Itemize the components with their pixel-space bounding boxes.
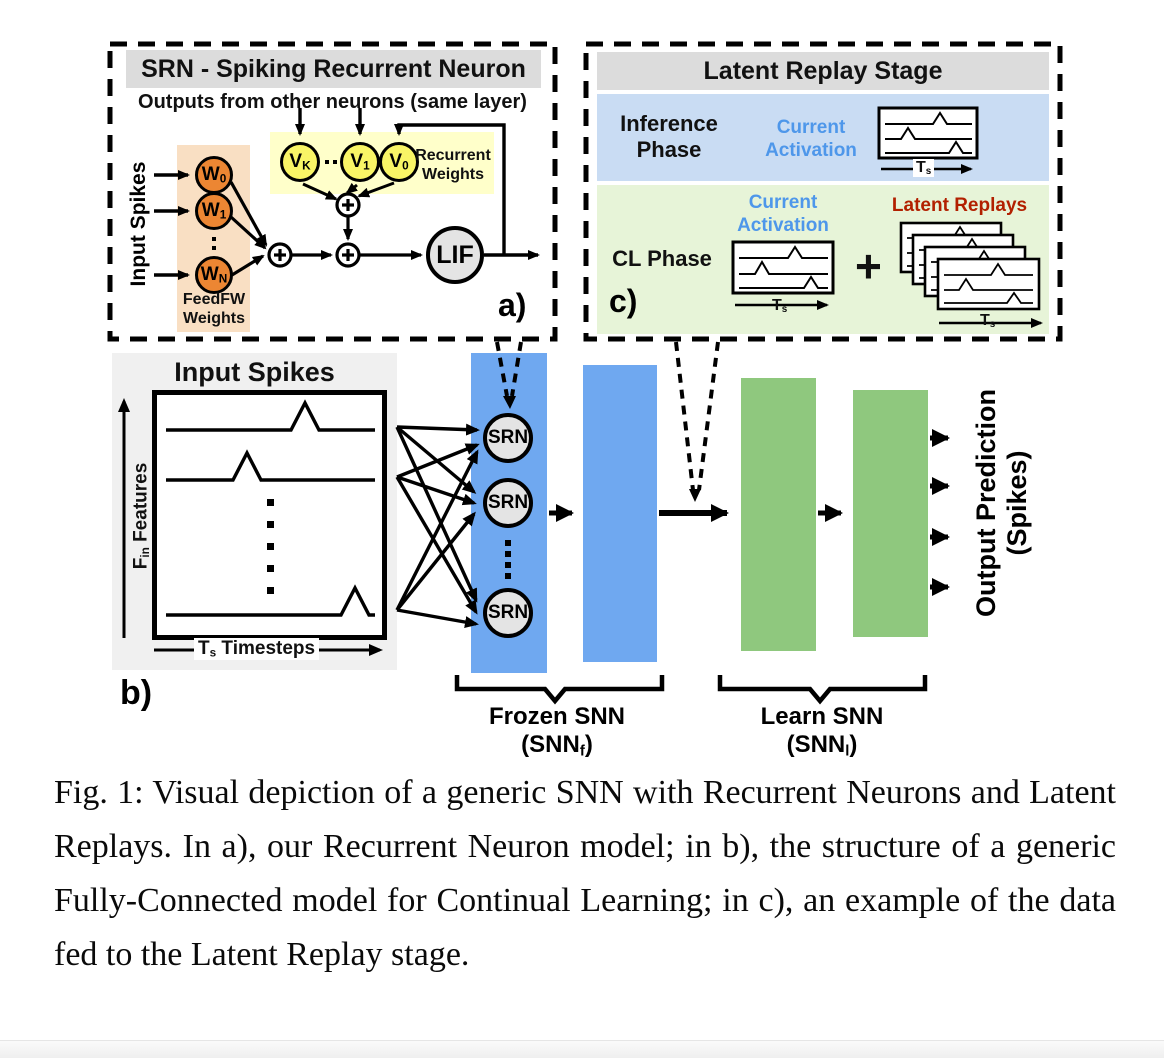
input-spikes-axis-label: Input Spikes	[127, 161, 150, 287]
learn-brace-icon	[717, 675, 928, 705]
x-axis-label: Ts Timesteps	[194, 638, 320, 660]
vertical-dots	[505, 573, 511, 579]
output-prediction-label: Output Prediction (Spikes)	[971, 389, 1032, 617]
panel-c-pointer-dashed	[674, 341, 720, 491]
spike-traces	[166, 399, 375, 617]
recurrent-node-v1: V1	[340, 142, 380, 182]
weight-node-wn: WN	[195, 256, 233, 294]
inference-phase-row: Inference Phase Current Activation Ts	[597, 94, 1049, 181]
feedfw-weights-label: FeedFW Weights	[182, 291, 246, 327]
recurrent-weights-label: Recurrent Weights	[415, 147, 491, 183]
learn-snn-label: Learn SNN (SNNl)	[760, 703, 884, 760]
vertical-dots	[212, 246, 216, 250]
learn-layer-1	[741, 378, 816, 651]
vertical-dots	[505, 551, 511, 557]
recurrent-node-vk: VK	[280, 142, 320, 182]
panel-c-pointer-head	[689, 489, 701, 502]
y-axis-label: Fin Features	[130, 462, 153, 570]
lif-neuron-node: LIF	[426, 226, 484, 284]
weight-node-w0: W0	[195, 156, 233, 194]
horizontal-dots	[333, 160, 337, 164]
cl-phase-label: CL Phase	[612, 246, 712, 271]
frozen-layer-2	[583, 365, 657, 662]
frozen-snn-label: Frozen SNN (SNNf)	[488, 703, 625, 760]
page-bottom-band	[0, 1040, 1164, 1058]
input-to-srn-arrows	[395, 423, 480, 628]
input-spike-arrows	[154, 170, 190, 280]
current-activation-label: Current Activation	[765, 117, 857, 161]
panel-b-input-spikes: Input Spikes	[112, 353, 397, 670]
sum-icon	[335, 192, 361, 218]
ts-axis-label: Ts	[980, 312, 996, 331]
latent-replays-label: Latent Replays	[891, 195, 1028, 216]
sum-icon	[335, 242, 361, 268]
horizontal-dots	[325, 160, 329, 164]
figure-caption: Fig. 1: Visual depiction of a generic SN…	[54, 774, 1116, 973]
spike-plot	[152, 390, 387, 640]
cl-phase-row: CL Phase c) Current Activation Ts +	[597, 185, 1049, 334]
panel-c-tag: c)	[609, 283, 638, 319]
srn-node: SRN	[483, 588, 533, 638]
panel-c-latent-replay: Latent Replay Stage Inference Phase Curr…	[586, 44, 1060, 339]
output-spike-arrows	[930, 429, 950, 596]
panel-b-title: Input Spikes	[174, 357, 335, 387]
vertical-dots	[267, 499, 274, 594]
learn-layer-2	[853, 390, 928, 637]
panel-b-tag: b)	[120, 674, 153, 712]
srn-node: SRN	[483, 478, 533, 528]
other-neuron-arrows	[295, 108, 365, 136]
sum-icon	[267, 242, 293, 268]
current-activation-label: Current Activation	[737, 192, 829, 236]
w-to-sum-arrows	[229, 181, 268, 277]
panel-b-axes	[118, 398, 383, 656]
ts-axis-label: Ts	[913, 159, 935, 178]
panel-c-title: Latent Replay Stage	[597, 52, 1049, 90]
panel-a-tag: a)	[498, 287, 527, 323]
srn-node: SRN	[483, 413, 533, 463]
inference-phase-label: Inference Phase	[620, 111, 718, 162]
plus-sign: +	[855, 240, 882, 292]
vertical-dots	[505, 562, 511, 568]
weight-node-w1: W1	[195, 192, 233, 230]
latent-replay-stack-icon	[899, 221, 1043, 328]
vertical-dots	[505, 540, 511, 546]
panel-a-srn: SRN - Spiking Recurrent Neuron Outputs f…	[110, 44, 555, 339]
vertical-dots	[212, 237, 216, 241]
ts-axis-label: Ts	[772, 297, 788, 316]
frozen-brace-icon	[454, 675, 665, 705]
